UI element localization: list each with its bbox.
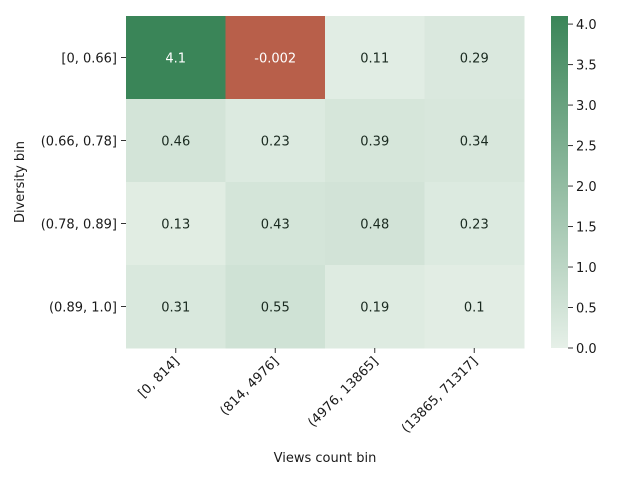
cell-value-label: 0.39 (360, 135, 389, 150)
cell-value-label: 0.43 (261, 218, 290, 233)
colorbar-tick-label: 3.5 (576, 59, 597, 74)
cell-value-label: 0.55 (261, 301, 290, 316)
heatmap-cell (126, 99, 226, 183)
y-axis-title: Diversity bin (13, 141, 28, 223)
heatmap-cell (424, 265, 525, 349)
x-tick-label: (13865, 71317] (399, 354, 481, 436)
heatmap-cell (325, 99, 425, 183)
colorbar (551, 16, 568, 348)
heatmap-cell (126, 182, 226, 266)
colorbar-tick-label: 2.0 (576, 180, 597, 195)
cell-value-label: 0.11 (360, 52, 389, 67)
heatmap-cell (126, 265, 226, 349)
heatmap-cell (424, 182, 525, 266)
y-tick-label: (0.66, 0.78] (41, 135, 117, 150)
heatmap-cell (325, 16, 425, 100)
y-axis: [0, 0.66] (0.66, 0.78] (0.78, 0.89] (0.89, … (41, 52, 126, 316)
cell-value-label: 0.13 (161, 218, 190, 233)
cell-value-label: -0.002 (254, 52, 296, 67)
colorbar-tick-label: 1.5 (576, 221, 597, 236)
cell-value-label: 0.34 (460, 135, 489, 150)
colorbar-tick-label: 0.5 (576, 302, 597, 317)
colorbar-ticks: 0.0 0.5 1.0 1.5 2.0 2.5 3.0 3.5 4.0 (568, 18, 597, 357)
cell-value-label: 0.46 (161, 135, 190, 150)
cell-value-label: 0.23 (460, 218, 489, 233)
colorbar-tick-label: 4.0 (576, 18, 597, 33)
heatmap-cell (225, 16, 326, 100)
cell-value-label: 0.19 (360, 301, 389, 316)
colorbar-tick-label: 0.0 (576, 342, 597, 357)
y-tick-label: [0, 0.66] (61, 52, 117, 67)
heatmap-cell (126, 16, 226, 100)
cell-value-label: 0.23 (261, 135, 290, 150)
heatmap-cells (126, 16, 525, 349)
colorbar-tick-label: 2.5 (576, 140, 597, 155)
colorbar-tick-label: 1.0 (576, 261, 597, 276)
heatmap-cell (225, 182, 326, 266)
heatmap-cell (424, 99, 525, 183)
x-tick-label: (4976, 13865] (305, 354, 381, 430)
y-tick-label: (0.78, 0.89] (41, 218, 117, 233)
cell-value-label: 4.1 (165, 52, 186, 67)
y-tick-label: (0.89, 1.0] (49, 301, 117, 316)
heatmap-cell (225, 265, 326, 349)
heatmap-cell (225, 99, 326, 183)
x-tick-label: (814, 4976] (218, 354, 283, 419)
x-axis: [0, 814] (814, 4976] (4976, 13865] (13865, … (136, 348, 481, 436)
cell-value-label: 0.48 (360, 218, 389, 233)
colorbar-tick-label: 3.0 (576, 99, 597, 114)
cell-value-label: 0.31 (161, 301, 190, 316)
cell-value-label: 0.1 (464, 301, 485, 316)
heatmap-cell (424, 16, 525, 100)
x-tick-label: [0, 814] (136, 354, 183, 401)
colorbar-gradient (551, 16, 568, 348)
heatmap-cell (325, 265, 425, 349)
heatmap-cell (325, 182, 425, 266)
heatmap-cell-labels: 4.1 -0.002 0.11 0.29 0.46 0.23 0.39 0.34 0.13 0.4… (161, 52, 488, 316)
cell-value-label: 0.29 (460, 52, 489, 67)
x-axis-title: Views count bin (274, 451, 377, 466)
